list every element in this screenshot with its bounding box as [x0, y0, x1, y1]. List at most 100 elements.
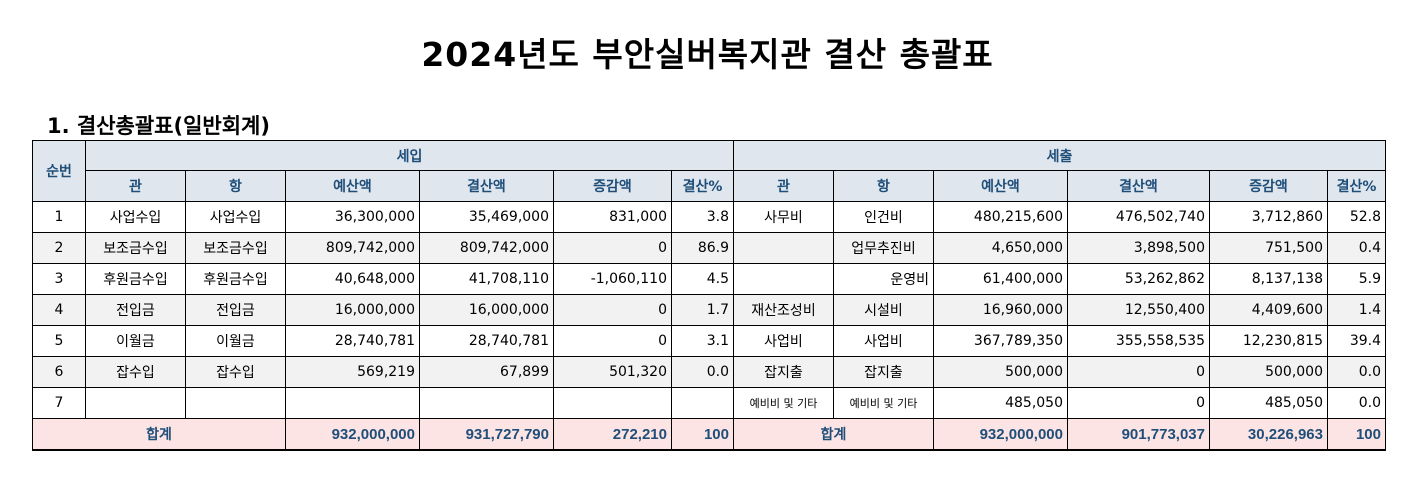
cell-in-budget: 809,742,000: [285, 232, 420, 264]
total-in-budget: 932,000,000: [285, 418, 420, 451]
cell-in-hang: 전입금: [185, 294, 286, 326]
cell-ex-gwan: [733, 263, 834, 295]
cell-in-budget: 16,000,000: [285, 294, 420, 326]
header-in-rate: 결산%: [671, 170, 734, 202]
cell-ex-hang: 잡지출: [833, 356, 934, 388]
cell-in-gwan: 후원금수입: [85, 263, 186, 295]
cell-ex-hang: 예비비 및 기타: [833, 387, 934, 419]
cell-in-rate: 86.9: [671, 232, 734, 264]
cell-seq: 3: [32, 263, 86, 295]
cell-ex-settle: 0: [1067, 387, 1210, 419]
total-label-income: 합계: [32, 418, 286, 451]
cell-in-gwan: 보조금수입: [85, 232, 186, 264]
total-label-expense: 합계: [733, 418, 934, 451]
cell-in-hang: 후원금수입: [185, 263, 286, 295]
section-title: 1. 결산총괄표(일반회계): [47, 114, 270, 138]
cell-in-rate: 3.8: [671, 201, 734, 233]
table-row: 6 잡수입 잡수입 569,219 67,899 501,320 0.0 잡지출…: [32, 356, 1386, 388]
cell-in-hang: 사업수입: [185, 201, 286, 233]
cell-ex-diff: 500,000: [1209, 356, 1328, 388]
cell-seq: 7: [32, 387, 86, 419]
cell-in-rate: 4.5: [671, 263, 734, 295]
header-ex-hang: 항: [833, 170, 934, 202]
cell-ex-diff: 12,230,815: [1209, 325, 1328, 357]
cell-in-hang: 보조금수입: [185, 232, 286, 264]
cell-ex-rate: 0.0: [1327, 387, 1386, 419]
cell-ex-rate: 52.8: [1327, 201, 1386, 233]
cell-in-diff: 0: [553, 325, 672, 357]
table-row: 4 전입금 전입금 16,000,000 16,000,000 0 1.7 재산…: [32, 294, 1386, 326]
cell-ex-budget: 367,789,350: [933, 325, 1068, 357]
cell-ex-settle: 12,550,400: [1067, 294, 1210, 326]
settlement-table: 순번 세입 세출 관 항 예산액 결산액 증감액 결산% 관 항 예산액 결산액…: [32, 140, 1386, 451]
total-row: 합계 932,000,000 931,727,790 272,210 100 합…: [32, 418, 1386, 451]
cell-seq: 2: [32, 232, 86, 264]
cell-ex-rate: 1.4: [1327, 294, 1386, 326]
cell-ex-hang: 시설비: [833, 294, 934, 326]
cell-ex-budget: 4,650,000: [933, 232, 1068, 264]
cell-ex-rate: 0.4: [1327, 232, 1386, 264]
cell-in-settle: 16,000,000: [419, 294, 554, 326]
cell-in-gwan: 사업수입: [85, 201, 186, 233]
cell-ex-settle: 0: [1067, 356, 1210, 388]
cell-in-rate: 3.1: [671, 325, 734, 357]
cell-in-settle: 41,708,110: [419, 263, 554, 295]
total-ex-settle: 901,773,037: [1067, 418, 1210, 451]
cell-in-diff: 0: [553, 232, 672, 264]
cell-ex-hang: 인건비: [833, 201, 934, 233]
header-in-hang: 항: [185, 170, 286, 202]
cell-ex-gwan: 예비비 및 기타: [733, 387, 834, 419]
cell-seq: 5: [32, 325, 86, 357]
cell-in-rate: 1.7: [671, 294, 734, 326]
cell-in-diff: 501,320: [553, 356, 672, 388]
cell-ex-diff: 3,712,860: [1209, 201, 1328, 233]
cell-ex-gwan: 사업비: [733, 325, 834, 357]
cell-ex-gwan: 잡지출: [733, 356, 834, 388]
total-ex-budget: 932,000,000: [933, 418, 1068, 451]
header-income: 세입: [85, 140, 734, 171]
cell-ex-gwan: 재산조성비: [733, 294, 834, 326]
cell-ex-gwan: 사무비: [733, 201, 834, 233]
cell-in-gwan: [85, 387, 186, 419]
total-in-rate: 100: [671, 418, 734, 451]
total-in-settle: 931,727,790: [419, 418, 554, 451]
cell-in-settle: [419, 387, 554, 419]
cell-ex-diff: 751,500: [1209, 232, 1328, 264]
header-ex-diff: 증감액: [1209, 170, 1328, 202]
cell-ex-rate: 5.9: [1327, 263, 1386, 295]
header-ex-budget: 예산액: [933, 170, 1068, 202]
cell-ex-settle: 3,898,500: [1067, 232, 1210, 264]
cell-ex-hang: 업무추진비: [833, 232, 934, 264]
cell-in-hang: 이월금: [185, 325, 286, 357]
cell-in-gwan: 잡수입: [85, 356, 186, 388]
page-title: 2024년도 부안실버복지관 결산 총괄표: [421, 35, 994, 74]
cell-ex-gwan: [733, 232, 834, 264]
cell-ex-budget: 500,000: [933, 356, 1068, 388]
table-row: 2 보조금수입 보조금수입 809,742,000 809,742,000 0 …: [32, 232, 1386, 264]
total-ex-diff: 30,226,963: [1209, 418, 1328, 451]
cell-in-settle: 28,740,781: [419, 325, 554, 357]
cell-in-hang: [185, 387, 286, 419]
cell-in-settle: 809,742,000: [419, 232, 554, 264]
cell-in-diff: 831,000: [553, 201, 672, 233]
cell-ex-settle: 476,502,740: [1067, 201, 1210, 233]
cell-in-hang: 잡수입: [185, 356, 286, 388]
header-in-gwan: 관: [85, 170, 186, 202]
cell-ex-rate: 39.4: [1327, 325, 1386, 357]
cell-in-settle: 35,469,000: [419, 201, 554, 233]
cell-in-gwan: 전입금: [85, 294, 186, 326]
cell-ex-budget: 16,960,000: [933, 294, 1068, 326]
cell-ex-diff: 8,137,138: [1209, 263, 1328, 295]
table-row: 5 이월금 이월금 28,740,781 28,740,781 0 3.1 사업…: [32, 325, 1386, 357]
cell-ex-budget: 61,400,000: [933, 263, 1068, 295]
header-expense: 세출: [733, 140, 1386, 171]
header-ex-settle: 결산액: [1067, 170, 1210, 202]
cell-in-rate: 0.0: [671, 356, 734, 388]
cell-in-budget: 28,740,781: [285, 325, 420, 357]
cell-ex-diff: 485,050: [1209, 387, 1328, 419]
total-ex-rate: 100: [1327, 418, 1386, 451]
table-row: 3 후원금수입 후원금수입 40,648,000 41,708,110 -1,0…: [32, 263, 1386, 295]
cell-ex-budget: 480,215,600: [933, 201, 1068, 233]
cell-ex-rate: 0.0: [1327, 356, 1386, 388]
cell-ex-budget: 485,050: [933, 387, 1068, 419]
